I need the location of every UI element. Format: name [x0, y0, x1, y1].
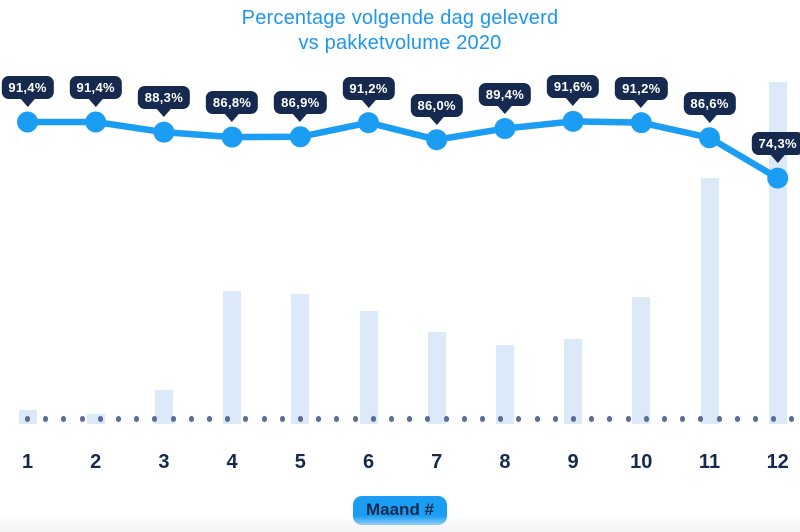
- percentage-line: [24, 118, 781, 182]
- baseline-dot: [316, 416, 322, 422]
- baseline-dot: [698, 416, 704, 422]
- data-point-marker[interactable]: [289, 126, 311, 148]
- data-point-marker[interactable]: [630, 112, 652, 134]
- data-label-tooltip: 91,4%: [69, 76, 122, 99]
- x-axis-tick-label: 5: [294, 451, 306, 473]
- data-label-tooltip: 91,4%: [1, 76, 54, 99]
- baseline-dot: [152, 416, 158, 422]
- baseline-dot: [789, 416, 795, 422]
- x-axis-tick-label: 7: [431, 451, 443, 473]
- chart-title-line2: vs pakketvolume 2020: [298, 32, 502, 54]
- baseline-dot: [206, 416, 213, 422]
- baseline-dot: [115, 416, 122, 422]
- volume-bar: [495, 345, 514, 424]
- volume-bar: [86, 413, 105, 424]
- volume-bar: [223, 290, 242, 424]
- x-axis-tick-label: 4: [226, 451, 238, 473]
- data-label-tooltip: 86,8%: [205, 91, 259, 115]
- data-label-tooltip: 86,0%: [410, 93, 463, 117]
- baseline-dot: [443, 416, 449, 422]
- volume-bar: [154, 389, 173, 424]
- data-point-marker[interactable]: [426, 129, 448, 151]
- volume-bar: [427, 331, 446, 424]
- data-point-marker[interactable]: [153, 121, 175, 143]
- baseline-dot: [643, 416, 649, 422]
- baseline-dot: [134, 416, 140, 422]
- x-axis-tick-label: 3: [158, 451, 170, 473]
- volume-bar: [564, 338, 583, 424]
- data-point-marker[interactable]: [767, 167, 789, 189]
- baseline-dot: [552, 416, 558, 422]
- data-label-tooltip: 91,6%: [546, 75, 600, 99]
- baseline-dot: [188, 416, 194, 422]
- data-label-tooltip: 86,6%: [683, 91, 736, 115]
- baseline-dot: [734, 416, 740, 422]
- baseline-dot: [625, 416, 631, 422]
- x-axis-tick-label: 6: [362, 451, 375, 473]
- baseline-dot: [534, 416, 540, 422]
- baseline-dot: [680, 416, 686, 422]
- baseline-dot: [661, 416, 668, 422]
- chart-title-line1: Percentage volgende dag geleverd: [241, 7, 559, 29]
- data-label-tooltip: 86,9%: [274, 90, 327, 114]
- data-point-marker[interactable]: [562, 110, 584, 132]
- baseline-dot: [752, 416, 759, 422]
- data-label-tooltip: 91,2%: [342, 76, 395, 100]
- x-axis-tick-label: 10: [630, 451, 653, 473]
- baseline-dot: [43, 416, 49, 422]
- baseline-dot: [570, 416, 577, 422]
- baseline-dot: [297, 416, 304, 422]
- baseline-dot: [589, 416, 595, 422]
- footer-fade: [0, 516, 800, 532]
- x-axis-tick-label: 12: [766, 451, 789, 473]
- chart-title: Percentage volgende dag geleverd vs pakk…: [0, 6, 800, 56]
- data-point-marker[interactable]: [494, 118, 516, 140]
- baseline-dot: [334, 416, 340, 422]
- data-label-tooltip: 89,4%: [478, 82, 532, 106]
- data-point-marker[interactable]: [221, 126, 243, 148]
- baseline-dot: [607, 416, 613, 422]
- baseline-dot: [225, 416, 231, 422]
- baseline-dot: [279, 416, 285, 422]
- x-axis-tick-label: 2: [90, 451, 102, 473]
- baseline-dot: [716, 416, 722, 422]
- volume-bar: [359, 311, 378, 424]
- x-axis-tick-label: 8: [499, 451, 511, 473]
- baseline-dot: [479, 416, 486, 422]
- x-axis-tick-label: 11: [698, 451, 721, 473]
- data-label-tooltip: 74,3%: [751, 132, 800, 156]
- baseline-dot: [498, 416, 504, 422]
- volume-bar: [768, 82, 787, 424]
- baseline-dot: [24, 416, 31, 422]
- baseline-dot: [370, 416, 376, 422]
- data-point-marker[interactable]: [358, 112, 379, 134]
- data-point-marker[interactable]: [85, 111, 107, 133]
- baseline-dot: [261, 416, 267, 422]
- baseline-dot: [407, 416, 413, 422]
- data-label-tooltip: 88,3%: [137, 86, 191, 110]
- baseline-dot: [170, 416, 176, 422]
- data-point-marker[interactable]: [699, 127, 720, 149]
- volume-bar: [632, 297, 651, 424]
- x-axis-tick-label: 9: [567, 451, 579, 473]
- baseline-dot: [461, 416, 467, 422]
- x-axis-tick-label: 1: [21, 451, 34, 473]
- baseline-dot: [352, 416, 358, 422]
- baseline-dot: [516, 416, 522, 422]
- data-point-marker[interactable]: [17, 111, 38, 133]
- baseline-dot: [243, 416, 249, 422]
- baseline-dot: [79, 416, 85, 422]
- baseline-dot: [61, 416, 67, 422]
- data-label-tooltip: 91,2%: [615, 76, 668, 100]
- baseline-dot: [388, 416, 395, 422]
- baseline-dot: [771, 416, 777, 422]
- baseline-dot: [425, 416, 431, 422]
- volume-bar: [700, 177, 719, 424]
- volume-bar: [291, 294, 310, 424]
- baseline-dot: [97, 416, 103, 422]
